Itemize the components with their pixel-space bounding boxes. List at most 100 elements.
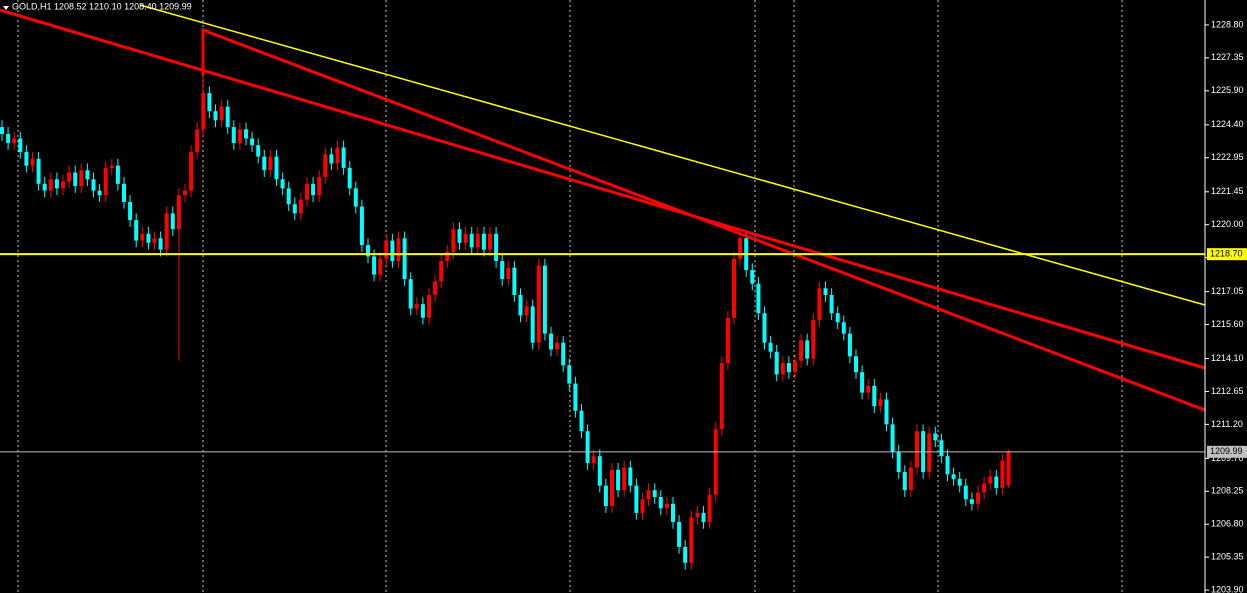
- candle-body: [622, 467, 627, 491]
- candle-body: [225, 106, 230, 128]
- candle-body: [384, 240, 389, 259]
- candle-body: [774, 351, 779, 375]
- price-label: 1218.70: [1210, 249, 1243, 259]
- candle-body: [256, 145, 261, 157]
- candle-body: [451, 229, 456, 252]
- candle-body: [341, 147, 346, 168]
- candle-body: [603, 485, 608, 507]
- candle-body: [48, 179, 53, 191]
- candle-body: [207, 93, 212, 112]
- y-tick-label: 1214.10: [1211, 353, 1244, 363]
- candle-body: [713, 428, 718, 495]
- candle-body: [591, 456, 596, 463]
- candle-body: [945, 456, 950, 475]
- candle-body: [61, 181, 65, 189]
- candle-body: [939, 440, 944, 457]
- candle-body: [79, 170, 84, 187]
- candle-body: [756, 283, 761, 314]
- y-tick-label: 1227.35: [1211, 52, 1244, 62]
- candle-body: [103, 167, 108, 196]
- candle-body: [164, 213, 169, 250]
- period-separators: [17, 0, 1123, 593]
- candle-body: [152, 238, 157, 243]
- candle-body: [183, 190, 187, 196]
- candle-body: [469, 233, 474, 248]
- candle-body: [512, 267, 517, 296]
- candle-body: [494, 233, 499, 261]
- candle-body: [414, 304, 419, 309]
- candle-body: [244, 129, 248, 139]
- y-tick-label: 1222.95: [1211, 152, 1244, 162]
- candle-body: [902, 472, 907, 491]
- candle-body: [500, 260, 505, 280]
- candle-body: [951, 474, 956, 479]
- candle-body: [585, 431, 590, 463]
- candle-body: [524, 306, 529, 316]
- candle-body: [268, 156, 273, 171]
- candle-body: [817, 288, 822, 320]
- candle-body: [195, 129, 200, 153]
- candle-body: [579, 410, 584, 432]
- candle-body: [73, 172, 78, 187]
- candle-body: [481, 233, 486, 250]
- candle-body: [30, 158, 35, 166]
- candle-body: [561, 342, 566, 366]
- candle-body: [176, 195, 181, 230]
- candle-body: [915, 431, 919, 468]
- y-tick-label: 1221.45: [1211, 186, 1244, 196]
- candle-body: [738, 238, 743, 259]
- candle-body: [689, 517, 694, 563]
- candle-body: [115, 165, 120, 184]
- candle-body: [335, 147, 340, 164]
- candle-body: [671, 503, 675, 522]
- candle-body: [24, 152, 29, 166]
- candle-body: [732, 258, 736, 318]
- candle-body: [18, 138, 23, 153]
- candle-body: [146, 233, 151, 243]
- trendline: [201, 27, 1206, 412]
- candle-body: [908, 467, 913, 491]
- candle-body: [750, 270, 755, 284]
- y-tick-label: 1211.20: [1211, 419, 1243, 429]
- candle-body: [878, 399, 883, 407]
- candle-body: [805, 340, 810, 359]
- candle-body: [829, 295, 834, 314]
- candle-body: [896, 451, 901, 473]
- candle-body: [91, 179, 96, 191]
- candle-body: [347, 167, 352, 189]
- candle-body: [433, 281, 438, 296]
- candle-body: [847, 333, 852, 357]
- candle-body: [408, 279, 413, 309]
- candle-body: [353, 188, 358, 207]
- y-tick-label: 1208.25: [1211, 486, 1244, 496]
- candle-body: [396, 238, 401, 261]
- candle-body: [872, 385, 877, 407]
- candle-body: [860, 372, 865, 393]
- candle-body: [768, 342, 773, 352]
- candle-body: [305, 183, 309, 200]
- y-tick-label: 1203.90: [1211, 584, 1244, 593]
- candle-body: [237, 129, 242, 143]
- candle-body: [573, 383, 578, 411]
- candle-body: [286, 188, 291, 205]
- candle-body: [488, 233, 492, 250]
- candle-body: [158, 238, 163, 250]
- y-tick-label: 1217.05: [1211, 286, 1244, 296]
- candle-body: [378, 258, 383, 275]
- candle-body: [390, 240, 395, 261]
- candle-body: [982, 483, 987, 493]
- candles: [0, 29, 1011, 570]
- candle-body: [536, 265, 541, 343]
- candle-body: [994, 476, 999, 488]
- candle-body: [122, 183, 126, 202]
- candle-body: [323, 154, 328, 178]
- candle-body: [677, 521, 682, 547]
- candle-body: [201, 93, 206, 130]
- candle-body: [988, 476, 993, 484]
- candle-body: [6, 133, 11, 143]
- candle-body: [786, 363, 791, 373]
- candle-body: [298, 199, 303, 214]
- candle-body: [695, 512, 700, 518]
- candle-body: [219, 106, 224, 121]
